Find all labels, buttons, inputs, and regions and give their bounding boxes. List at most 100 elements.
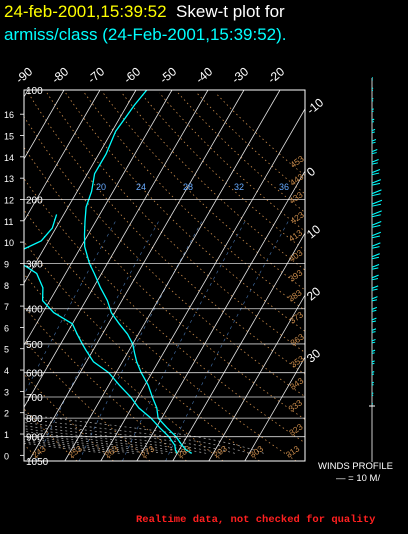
mixing-ratio-label: 24 <box>136 182 146 192</box>
dry-adiabat <box>24 177 305 444</box>
wind-barb <box>371 158 379 163</box>
dry-adiabat <box>140 92 305 251</box>
dry-adiabat-label: 433 <box>287 189 305 205</box>
temperature-profile <box>83 90 193 454</box>
height-tick-label: 2 <box>4 409 9 419</box>
pressure-tick-label: 300 <box>26 259 43 270</box>
pressure-tick-label: 400 <box>26 305 43 316</box>
wind-barb <box>371 203 382 207</box>
wind-barb <box>371 338 376 342</box>
isotherm-label: -20 <box>265 64 288 86</box>
wind-barb <box>371 189 382 195</box>
pressure-tick-label: 1050 <box>26 457 49 468</box>
wind-barb <box>371 242 381 247</box>
wind-barb <box>371 193 381 197</box>
dry-adiabat-label: 333 <box>287 397 305 413</box>
dry-adiabat <box>46 92 305 353</box>
wind-barb <box>371 341 376 344</box>
height-tick-label: 6 <box>4 323 9 333</box>
dry-adiabat-label: 323 <box>287 421 305 437</box>
isotherm-line <box>24 90 137 284</box>
pressure-tick-label: 500 <box>26 340 43 351</box>
moist-adiabat <box>24 442 106 454</box>
dry-adiabat <box>24 241 260 461</box>
wind-barb <box>371 392 374 394</box>
wind-barb <box>371 141 376 144</box>
height-tick-label: 3 <box>4 387 9 397</box>
isotherm-line <box>24 90 209 409</box>
wind-barb <box>371 352 375 354</box>
quality-notice: Realtime data, not checked for quality <box>136 514 376 526</box>
plot-frame <box>23 89 306 462</box>
wind-barb <box>371 331 376 333</box>
wind-barb <box>371 179 382 184</box>
mixing-ratio-line <box>78 221 203 461</box>
isotherm-line <box>24 90 65 160</box>
height-tick-label: 14 <box>4 153 14 163</box>
wind-barb <box>371 231 382 237</box>
isotherm-label: -90 <box>13 64 36 86</box>
height-tick-label: 4 <box>4 366 9 376</box>
isotherm-line <box>136 170 305 461</box>
wind-barb <box>371 274 379 279</box>
height-tick-label: 12 <box>4 195 14 205</box>
pressure-tick-label: 700 <box>26 393 43 404</box>
wind-barb <box>371 285 379 289</box>
mixing-ratio-label: 20 <box>96 182 106 192</box>
header-line-1: 24-feb-2001,15:39:52 Skew-t plot for <box>4 2 285 22</box>
wind-barb <box>371 210 382 216</box>
dry-adiabat <box>24 443 41 461</box>
height-tick-label: 5 <box>4 345 9 355</box>
mixing-ratio-line <box>165 221 289 461</box>
height-tick-label: 11 <box>4 217 13 227</box>
isotherm-label: -70 <box>85 64 108 86</box>
dry-adiabat-label: 283 <box>175 443 193 459</box>
dry-adiabat <box>24 146 305 420</box>
mixing-ratio-line <box>35 221 159 461</box>
wind-barb <box>371 320 377 323</box>
wind-barb <box>371 199 383 205</box>
dry-adiabat <box>24 306 187 461</box>
isotherm-label: -10 <box>304 95 327 117</box>
dry-adiabat-label: 413 <box>287 227 305 243</box>
wind-barb <box>371 182 381 186</box>
wind-barb <box>371 221 382 226</box>
isotherm-line <box>24 90 101 222</box>
winds-profile-label: WINDS PROFILE <box>318 461 393 472</box>
isotherm-line <box>28 90 245 461</box>
dry-adiabat <box>102 92 305 291</box>
dry-adiabat <box>24 115 305 398</box>
height-tick-label: 16 <box>4 110 14 120</box>
moist-adiabat <box>24 414 264 454</box>
wind-barb <box>371 253 380 258</box>
isotherm-label: -40 <box>193 64 216 86</box>
dry-adiabat <box>24 339 151 461</box>
wind-barb <box>371 152 377 155</box>
height-tick-label: 7 <box>4 302 9 312</box>
wind-barb <box>371 349 376 352</box>
wind-barb <box>371 306 378 310</box>
dry-adiabat <box>65 92 305 332</box>
isotherm-label: 20 <box>304 284 323 304</box>
isotherm-label: -80 <box>49 64 72 86</box>
wind-barb <box>371 224 381 228</box>
wind-barb <box>371 296 378 300</box>
moist-adiabat <box>24 422 235 454</box>
dry-adiabat-label: 253 <box>66 443 84 459</box>
wind-barb <box>371 263 380 268</box>
wind-barb <box>371 317 377 321</box>
height-tick-label: 15 <box>4 132 14 142</box>
wind-barb <box>371 235 381 239</box>
pressure-tick-label: 900 <box>26 433 43 444</box>
dry-adiabat <box>24 273 224 461</box>
isotherm-line <box>172 232 305 461</box>
wind-barb <box>371 267 379 270</box>
dry-adiabat-label: 313 <box>284 443 302 459</box>
isotherm-label: -30 <box>229 64 252 86</box>
mixing-ratio-line <box>24 221 116 396</box>
isotherm-label: 0 <box>304 164 318 179</box>
pressure-tick-label: 100 <box>26 86 43 97</box>
wind-barb <box>371 256 380 260</box>
wind-barb <box>371 118 375 121</box>
